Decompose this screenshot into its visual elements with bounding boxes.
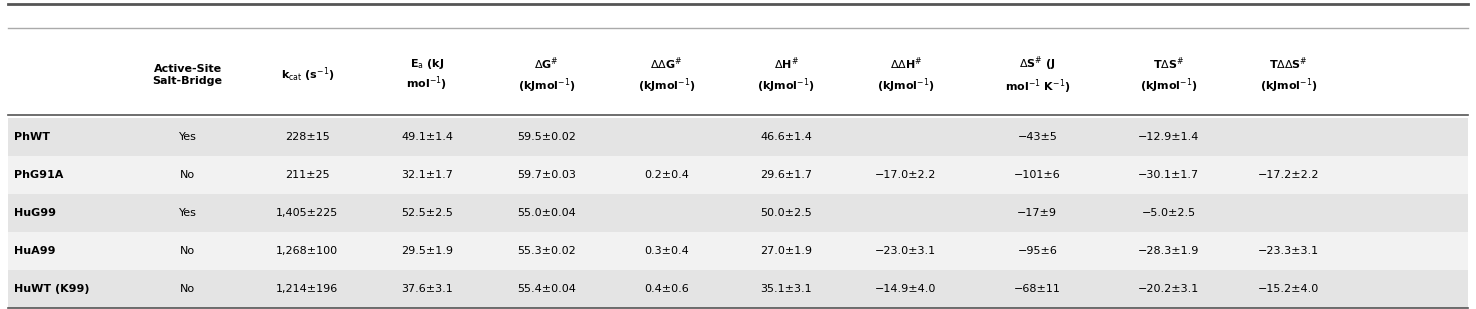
Text: k$_{\rm cat}$ (s$^{-1}$): k$_{\rm cat}$ (s$^{-1}$) (280, 66, 334, 84)
Text: 55.4±0.04: 55.4±0.04 (517, 284, 576, 294)
Text: No: No (180, 284, 195, 294)
Text: 35.1±3.1: 35.1±3.1 (760, 284, 812, 294)
Text: 211±25: 211±25 (285, 170, 329, 180)
Text: HuG99: HuG99 (13, 208, 56, 218)
Text: −30.1±1.7: −30.1±1.7 (1138, 170, 1200, 180)
Text: 55.0±0.04: 55.0±0.04 (518, 208, 576, 218)
Text: 52.5±2.5: 52.5±2.5 (401, 208, 453, 218)
Text: 59.5±0.02: 59.5±0.02 (517, 132, 576, 142)
Text: 228±15: 228±15 (285, 132, 329, 142)
Bar (7, 270, 1469, 308)
Text: 1,214±196: 1,214±196 (276, 284, 338, 294)
Text: $\Delta$S$^{\#}$ (J
mol$^{-1}$ K$^{-1}$): $\Delta$S$^{\#}$ (J mol$^{-1}$ K$^{-1}$) (1005, 54, 1070, 95)
Text: PhG91A: PhG91A (13, 170, 63, 180)
Text: Active-Site
Salt-Bridge: Active-Site Salt-Bridge (152, 64, 223, 86)
Text: No: No (180, 246, 195, 256)
Text: PhWT: PhWT (13, 132, 50, 142)
Text: $\Delta$G$^{\#}$
(kJmol$^{-1}$): $\Delta$G$^{\#}$ (kJmol$^{-1}$) (518, 55, 576, 95)
Text: 29.5±1.9: 29.5±1.9 (401, 246, 453, 256)
Text: 49.1±1.4: 49.1±1.4 (401, 132, 453, 142)
Text: 0.2±0.4: 0.2±0.4 (644, 170, 689, 180)
Text: Yes: Yes (179, 132, 196, 142)
Text: 55.3±0.02: 55.3±0.02 (518, 246, 576, 256)
Text: −12.9±1.4: −12.9±1.4 (1138, 132, 1200, 142)
Text: 27.0±1.9: 27.0±1.9 (760, 246, 812, 256)
Text: 0.3±0.4: 0.3±0.4 (644, 246, 689, 256)
Text: −20.2±3.1: −20.2±3.1 (1138, 284, 1200, 294)
Text: −5.0±2.5: −5.0±2.5 (1141, 208, 1196, 218)
Text: −95±6: −95±6 (1017, 246, 1057, 256)
Text: −101±6: −101±6 (1014, 170, 1061, 180)
Text: −14.9±4.0: −14.9±4.0 (875, 284, 937, 294)
Text: 46.6±1.4: 46.6±1.4 (760, 132, 812, 142)
Text: −28.3±1.9: −28.3±1.9 (1138, 246, 1200, 256)
Text: HuA99: HuA99 (13, 246, 56, 256)
Text: −17±9: −17±9 (1017, 208, 1057, 218)
Text: 37.6±3.1: 37.6±3.1 (401, 284, 453, 294)
Text: 29.6±1.7: 29.6±1.7 (760, 170, 812, 180)
Text: −15.2±4.0: −15.2±4.0 (1258, 284, 1320, 294)
Text: $\Delta\Delta$G$^{\#}$
(kJmol$^{-1}$): $\Delta\Delta$G$^{\#}$ (kJmol$^{-1}$) (638, 55, 695, 95)
Text: 1,405±225: 1,405±225 (276, 208, 338, 218)
Text: 50.0±2.5: 50.0±2.5 (760, 208, 812, 218)
Text: HuWT (K99): HuWT (K99) (13, 284, 90, 294)
Bar (7, 232, 1469, 270)
Text: E$_{\rm a}$ (kJ
mol$^{-1}$): E$_{\rm a}$ (kJ mol$^{-1}$) (406, 57, 447, 93)
Text: 1,268±100: 1,268±100 (276, 246, 338, 256)
Text: Yes: Yes (179, 208, 196, 218)
Text: 0.4±0.6: 0.4±0.6 (644, 284, 689, 294)
Text: T$\Delta$S$^{\#}$
(kJmol$^{-1}$): T$\Delta$S$^{\#}$ (kJmol$^{-1}$) (1139, 55, 1197, 95)
Text: 59.7±0.03: 59.7±0.03 (517, 170, 576, 180)
Text: $\Delta\Delta$H$^{\#}$
(kJmol$^{-1}$): $\Delta\Delta$H$^{\#}$ (kJmol$^{-1}$) (877, 55, 934, 95)
Text: −68±11: −68±11 (1014, 284, 1061, 294)
Text: −23.3±3.1: −23.3±3.1 (1258, 246, 1320, 256)
Text: −23.0±3.1: −23.0±3.1 (875, 246, 936, 256)
Text: T$\Delta\Delta$S$^{\#}$
(kJmol$^{-1}$): T$\Delta\Delta$S$^{\#}$ (kJmol$^{-1}$) (1259, 55, 1317, 95)
Text: 32.1±1.7: 32.1±1.7 (401, 170, 453, 180)
Text: −17.0±2.2: −17.0±2.2 (875, 170, 937, 180)
Text: No: No (180, 170, 195, 180)
Bar (7, 194, 1469, 232)
Text: −17.2±2.2: −17.2±2.2 (1258, 170, 1320, 180)
Bar (7, 156, 1469, 194)
Bar (7, 118, 1469, 156)
Text: −43±5: −43±5 (1017, 132, 1057, 142)
Text: $\Delta$H$^{\#}$
(kJmol$^{-1}$): $\Delta$H$^{\#}$ (kJmol$^{-1}$) (757, 55, 815, 95)
